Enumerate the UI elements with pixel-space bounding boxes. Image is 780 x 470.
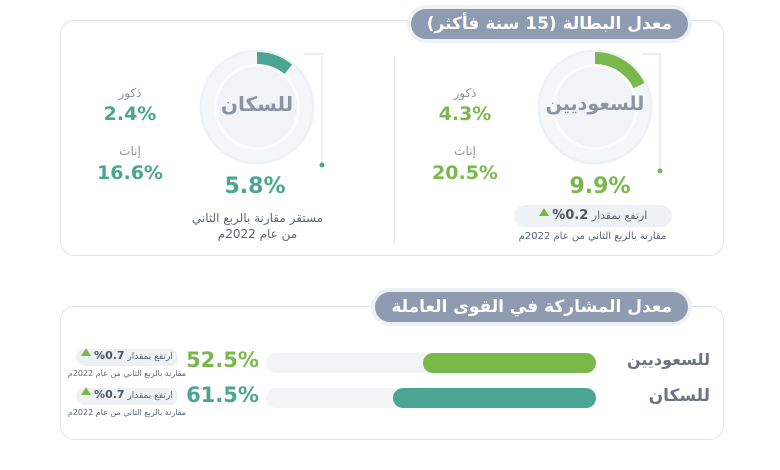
saudis-male-label: ذكور (453, 86, 477, 100)
saudis-male-value: 4.3% (438, 103, 492, 125)
saudis-value: 9.9% (569, 174, 631, 199)
population-note-line2: من عام 2022م (217, 227, 298, 241)
participation-compare-population: مقارنة بالربع الثاني من عام 2022م (67, 408, 186, 417)
saudis-donut-arc (594, 52, 645, 89)
saudis-donut-leader (642, 53, 663, 174)
participation-change-pill-saudis (76, 349, 178, 366)
unemployment-title: معدل البطالة (15 سنة فأكثر) (410, 9, 688, 39)
saudis-change-value: 0.2% (552, 208, 589, 223)
saudis-female-label: إناث (454, 144, 476, 158)
participation-row-label-saudis: للسعوديين (626, 350, 710, 369)
saudis-change-text: ارتفع بمقدار (591, 209, 648, 222)
participation-change-population: ارتفع بمقدار 0.7% (78, 387, 176, 401)
saudis-female-value: 20.5% (432, 162, 498, 184)
participation-card (60, 306, 724, 440)
population-note-line1: مستقر مقارنة بالربع الثاني (191, 211, 324, 225)
population-donut (199, 49, 315, 165)
population-donut-arc (256, 52, 293, 75)
participation-bar-population (393, 388, 596, 408)
participation-bar-track-saudis (266, 353, 596, 373)
unemployment-divider (394, 58, 395, 244)
participation-title: معدل المشاركة في القوى العاملة (375, 292, 688, 322)
participation-row-label-population: للسكان (648, 386, 710, 406)
saudis-up-arrow-icon (538, 208, 549, 216)
population-donut-leader (304, 53, 325, 168)
participation-change-value-population: 0.7% (94, 388, 125, 401)
population-value: 5.8% (224, 174, 286, 199)
participation-bar-saudis (422, 353, 596, 373)
participation-up-arrow-icon-population (81, 387, 92, 395)
participation-value-saudis: 52.5% (186, 348, 259, 372)
saudis-donut-label: للسعوديين (545, 93, 645, 115)
participation-change-pill-population (76, 388, 178, 405)
participation-compare-saudis: مقارنة بالربع الثاني من عام 2022م (67, 369, 186, 378)
saudis-donut (537, 49, 653, 165)
population-female-value: 16.6% (97, 162, 163, 184)
saudis-change-pill (514, 205, 672, 227)
participation-change-text-population: ارتفع بمقدار (127, 391, 173, 401)
participation-change-value-saudis: 0.7% (94, 349, 125, 362)
saudis-change: ارتفع بمقدار 0.2% (520, 208, 666, 223)
participation-up-arrow-icon-saudis (81, 348, 92, 356)
participation-bar-track-population (266, 388, 596, 408)
participation-change-text-saudis: ارتفع بمقدار (127, 352, 173, 362)
population-male-value: 2.4% (103, 103, 157, 125)
saudis-compare: مقارنة بالربع الثاني من عام 2022م (518, 231, 667, 242)
participation-value-population: 61.5% (186, 383, 259, 407)
population-male-label: ذكور (118, 86, 142, 100)
population-female-label: إناث (119, 144, 141, 158)
participation-change-saudis: ارتفع بمقدار 0.7% (78, 348, 176, 362)
population-donut-label: للسكان (220, 92, 294, 116)
